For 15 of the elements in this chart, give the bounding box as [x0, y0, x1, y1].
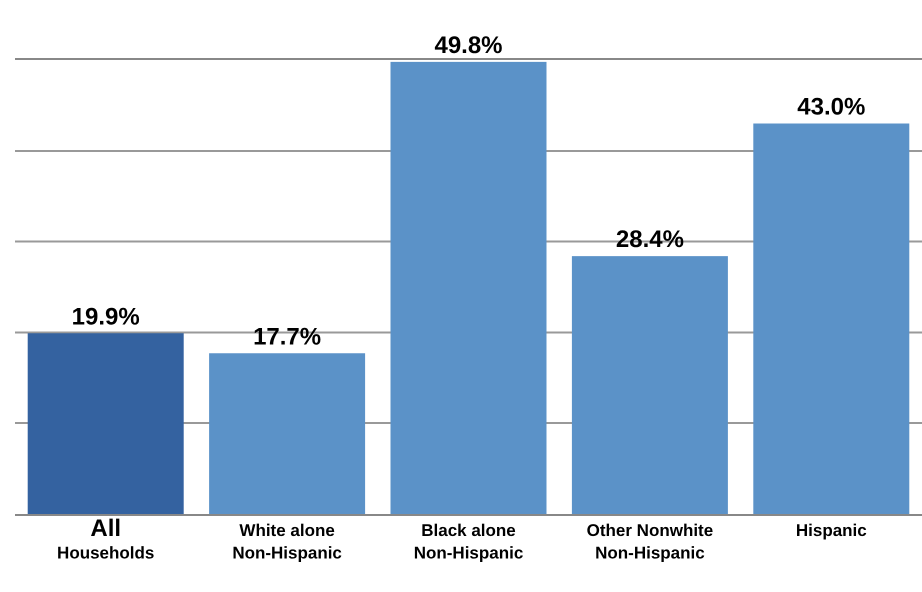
x-tick-label: Black alone Non-Hispanic: [414, 521, 524, 562]
data-label: 49.8%: [434, 32, 503, 59]
data-label: 28.4%: [616, 226, 684, 254]
x-tick-label: All Households: [57, 515, 154, 562]
data-label: 19.9%: [72, 303, 140, 330]
x-tick-label: Hispanic: [796, 521, 867, 540]
data-label: 17.7%: [253, 323, 322, 350]
bar: [753, 124, 910, 514]
x-tick-label: Other Nonwhite Non-Hispanic: [586, 521, 714, 562]
bar: [390, 62, 546, 514]
data-label: 43.0%: [797, 94, 866, 121]
bar: [209, 353, 366, 514]
x-tick-label: White alone Non-Hispanic: [232, 521, 342, 562]
bar: [572, 256, 728, 514]
bar: [28, 333, 184, 514]
